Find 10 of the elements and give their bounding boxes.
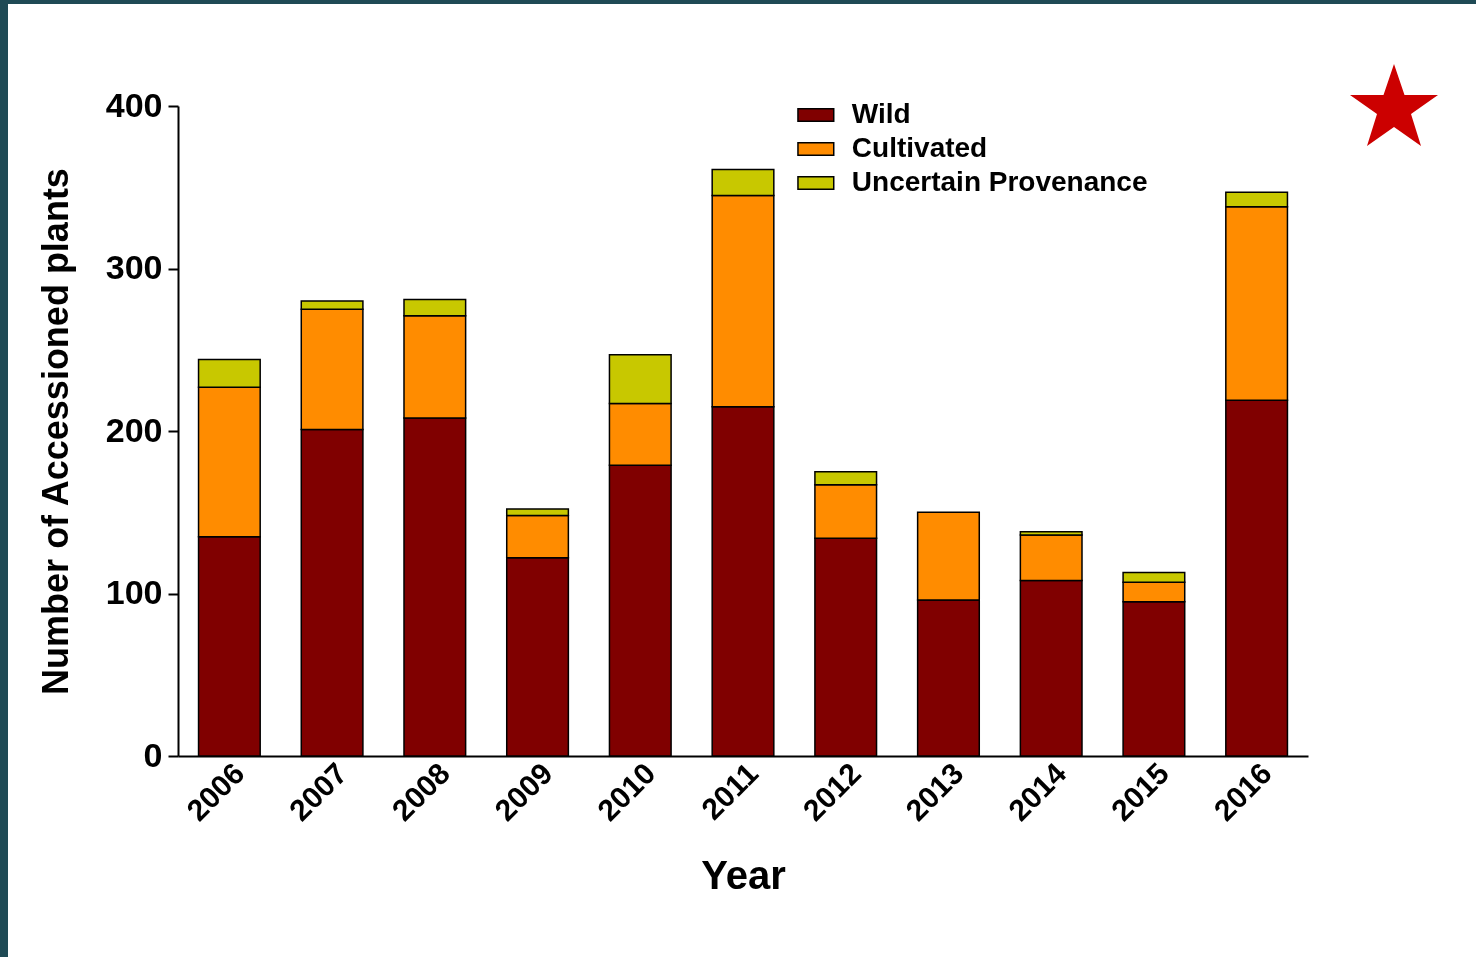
y-tick-label: 300 [105,248,163,286]
y-tick-label: 0 [143,735,163,774]
legend-label: Uncertain Provenance [851,166,1148,197]
legend-label: Wild [851,98,911,129]
y-tick-label: 100 [105,573,163,611]
y-axis-title: Number of Accessioned plants [34,168,76,695]
y-tick-label: 400 [105,85,163,124]
y-tick-label: 200 [105,410,163,449]
legend-label: Cultivated [851,132,988,163]
x-axis-title: Year [701,852,786,897]
